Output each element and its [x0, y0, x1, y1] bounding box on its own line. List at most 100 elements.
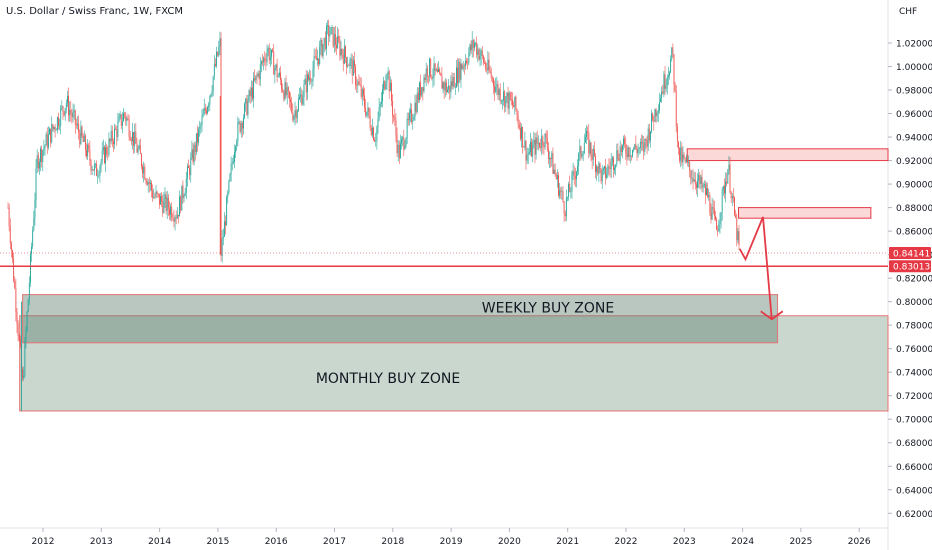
- candle-body: [468, 52, 470, 64]
- candle-body: [718, 224, 720, 232]
- candle-body: [248, 90, 250, 101]
- candle-body: [670, 59, 672, 73]
- candle-body: [651, 113, 653, 132]
- candle-body: [207, 107, 209, 114]
- candle-body: [555, 174, 557, 180]
- candle-body: [647, 128, 649, 147]
- candle-body: [182, 185, 184, 198]
- candle-body: [18, 336, 20, 340]
- candle-body: [200, 125, 202, 127]
- candle-body: [338, 35, 340, 42]
- candle-body: [154, 196, 156, 198]
- candle-body: [598, 163, 600, 174]
- candle-body: [332, 27, 334, 47]
- candle-body: [148, 181, 150, 185]
- candle-body: [695, 184, 697, 188]
- candle-body: [417, 92, 419, 101]
- x-tick-label: 2014: [148, 537, 171, 547]
- candle-body: [419, 82, 420, 101]
- candle-body: [688, 162, 690, 163]
- x-tick-label: 2015: [206, 537, 229, 547]
- candle-body: [452, 77, 454, 87]
- candle-body: [593, 149, 595, 157]
- candle-body: [644, 138, 646, 152]
- candle-body: [553, 169, 555, 174]
- candle-body: [105, 147, 107, 163]
- candle-body: [692, 178, 694, 182]
- candle-body: [407, 118, 409, 121]
- candle-body: [729, 164, 731, 193]
- x-tick-label: 2017: [323, 537, 346, 547]
- candle-body: [160, 196, 161, 205]
- candle-body: [597, 166, 599, 174]
- candle-body: [531, 141, 533, 157]
- candle-body: [505, 96, 507, 108]
- candle-body: [460, 63, 462, 80]
- candle-body: [578, 153, 580, 167]
- candle-body: [89, 149, 91, 161]
- candle-body: [731, 196, 733, 199]
- candle-body: [188, 166, 189, 169]
- candle-body: [262, 61, 263, 63]
- candle-body: [392, 100, 394, 116]
- candle-body: [173, 218, 175, 222]
- candle-body: [475, 42, 476, 44]
- x-tick-label: 2012: [32, 537, 55, 547]
- candle-body: [686, 159, 688, 163]
- y-tick-label: 0.96000: [896, 110, 932, 120]
- candle-body: [145, 179, 147, 182]
- x-tick-label: 2025: [789, 537, 812, 547]
- candle-body: [52, 124, 54, 130]
- candle-body: [482, 55, 484, 63]
- candle-body: [457, 67, 459, 84]
- candle-body: [55, 129, 57, 131]
- candle-body: [349, 59, 351, 67]
- candle-body: [115, 128, 117, 130]
- candle-body: [308, 74, 309, 80]
- candle-body: [331, 27, 333, 28]
- candle-body: [10, 243, 12, 251]
- candle-body: [58, 117, 59, 126]
- candle-body: [662, 91, 664, 94]
- candle-body: [299, 96, 300, 100]
- candle-body: [103, 147, 105, 163]
- candle-body: [654, 109, 656, 122]
- candle-body: [496, 84, 498, 88]
- candle-body: [176, 214, 178, 219]
- candle-body: [347, 65, 349, 67]
- candle-body: [321, 39, 323, 57]
- candle-body: [547, 149, 549, 160]
- candle-body: [429, 58, 431, 77]
- candle-body: [240, 123, 242, 133]
- candle-body: [433, 63, 435, 78]
- candle-body: [93, 164, 95, 171]
- candle-body: [653, 120, 655, 122]
- candle-body: [166, 197, 168, 211]
- candle-body: [738, 231, 740, 245]
- candle-body: [318, 58, 320, 64]
- candle-body: [388, 71, 390, 92]
- candle-body: [170, 206, 172, 215]
- candle-body: [489, 70, 491, 73]
- candle-body: [567, 196, 568, 198]
- candle-body: [399, 143, 401, 158]
- candle-body: [487, 59, 489, 71]
- candle-body: [264, 57, 266, 61]
- y-tick-label: 0.66000: [896, 463, 932, 473]
- candle-body: [90, 160, 92, 171]
- candle-body: [550, 158, 552, 160]
- candle-body: [315, 56, 317, 61]
- candle-body: [169, 208, 170, 215]
- candle-body: [271, 49, 272, 57]
- candle-body: [193, 144, 195, 162]
- candle-body: [379, 104, 381, 108]
- candle-body: [636, 148, 638, 154]
- candle-body: [707, 188, 709, 198]
- candle-body: [720, 212, 722, 221]
- candle-body: [322, 44, 324, 57]
- candle-body: [669, 72, 670, 76]
- candle-body: [736, 217, 738, 241]
- candle-body: [450, 81, 452, 93]
- candle-body: [364, 95, 365, 108]
